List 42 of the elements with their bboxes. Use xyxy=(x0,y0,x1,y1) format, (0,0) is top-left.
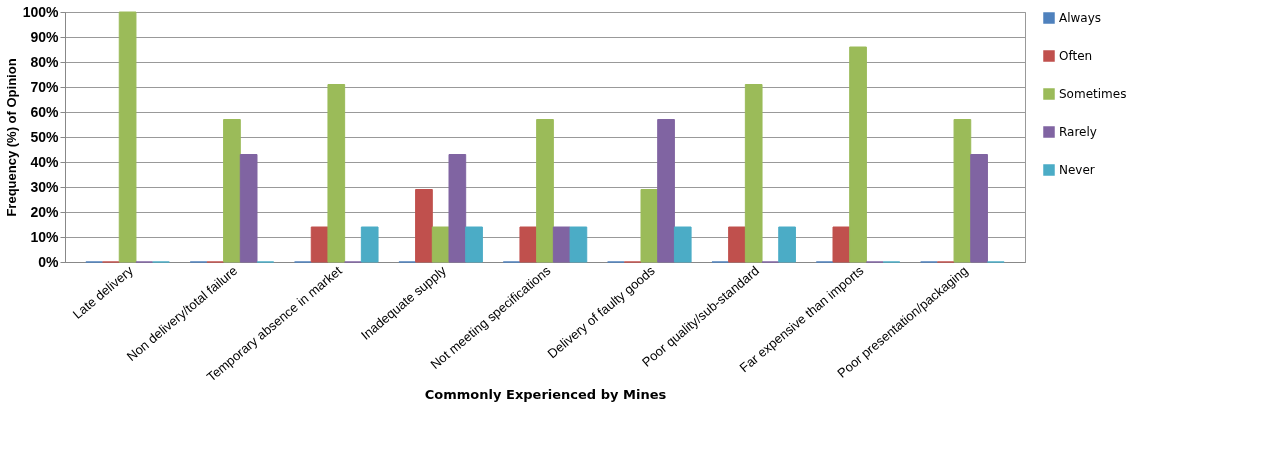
y-tick-label: 90% xyxy=(30,28,60,45)
bar xyxy=(552,226,571,263)
bar xyxy=(778,226,796,263)
bar xyxy=(673,226,692,263)
legend-label: Sometimes xyxy=(1059,87,1127,101)
bar xyxy=(640,189,659,263)
bar xyxy=(327,84,346,263)
legend-label: Rarely xyxy=(1059,125,1097,139)
bar xyxy=(415,189,433,263)
bar xyxy=(849,46,867,263)
bar xyxy=(239,154,258,263)
y-tick-label: 10% xyxy=(30,228,60,245)
bar xyxy=(519,226,538,263)
bar xyxy=(431,226,450,263)
bar xyxy=(223,119,241,263)
bar xyxy=(310,226,329,263)
bar xyxy=(953,119,972,263)
bar xyxy=(465,226,483,263)
y-tick-label: 20% xyxy=(30,203,60,220)
bar xyxy=(360,226,379,263)
bar xyxy=(970,154,988,263)
bar xyxy=(448,154,467,263)
bar xyxy=(118,11,137,263)
y-tick-label: 80% xyxy=(30,53,60,70)
legend-label: Always xyxy=(1059,11,1102,25)
bar xyxy=(832,226,851,263)
bar xyxy=(536,119,554,263)
x-axis-title: Commonly Experienced by Mines xyxy=(424,386,667,402)
y-tick-label: 30% xyxy=(30,178,60,195)
y-axis-title: Frequency (%) of Opinion xyxy=(3,58,19,217)
y-tick-label: 50% xyxy=(30,128,60,145)
bar xyxy=(657,119,675,263)
y-tick-label: 40% xyxy=(30,153,60,170)
y-tick-label: 70% xyxy=(30,78,60,95)
legend-label: Often xyxy=(1059,49,1093,63)
bar xyxy=(728,226,746,263)
y-tick-label: 0% xyxy=(38,253,60,270)
y-tick-label: 60% xyxy=(30,103,60,120)
bar xyxy=(569,226,588,263)
bar xyxy=(744,84,763,263)
legend-label: Never xyxy=(1059,163,1095,177)
y-tick-label: 100% xyxy=(22,3,60,20)
